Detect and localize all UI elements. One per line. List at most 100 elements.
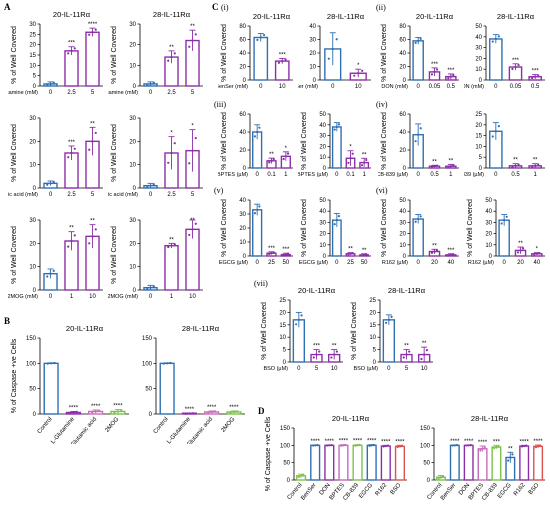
y-tick-label: 15 xyxy=(29,53,36,59)
data-point xyxy=(70,239,73,243)
data-point xyxy=(363,253,366,256)
y-tick-label: 10 xyxy=(309,65,316,71)
x-tick-label: 0.1 xyxy=(346,172,355,178)
data-point xyxy=(535,252,538,255)
data-point xyxy=(363,161,366,164)
data-point xyxy=(370,444,373,447)
x-tick-label: 0 xyxy=(255,172,259,178)
significance-label: ** xyxy=(348,247,353,253)
x-axis-label: EGCG (µM) xyxy=(299,260,328,266)
data-point xyxy=(331,47,334,51)
chart-title: 20-IL-11Rα xyxy=(416,12,454,21)
y-tick-label: 20 xyxy=(399,232,406,238)
data-point xyxy=(53,361,56,365)
y-tick-label: 30 xyxy=(309,38,316,44)
data-point xyxy=(170,55,173,59)
x-tick-label: CB-839 xyxy=(342,482,360,502)
significance-label: *** xyxy=(279,52,287,58)
y-tick-label: 0 xyxy=(489,254,493,260)
data-point xyxy=(414,140,417,143)
x-axis-label: DON (mM) xyxy=(464,84,484,90)
x-axis-label: BPTES (µM) xyxy=(218,172,248,178)
data-point xyxy=(73,234,76,237)
data-point xyxy=(311,444,315,447)
data-point xyxy=(94,410,97,413)
data-point xyxy=(294,323,298,326)
data-point xyxy=(270,159,273,162)
x-axis-label: BenSer (mM) xyxy=(218,84,248,90)
data-point xyxy=(511,166,514,169)
data-point xyxy=(49,272,52,275)
data-point xyxy=(70,49,73,52)
significance-label: ** xyxy=(448,158,453,164)
y-tick-label: 15 xyxy=(369,323,376,329)
data-point xyxy=(354,444,357,447)
x-tick-label: 0.1 xyxy=(267,172,276,178)
significance-label: ** xyxy=(508,446,513,452)
y-tick-label: 30 xyxy=(29,218,36,224)
chart-title: 28-IL-11Rα xyxy=(182,324,220,333)
y-tick-label: 60 xyxy=(239,38,246,44)
data-point xyxy=(507,459,510,462)
data-point xyxy=(465,444,468,447)
data-point xyxy=(479,449,482,452)
y-tick-label: 0 xyxy=(243,166,247,172)
panel-letter-d: D xyxy=(258,406,265,416)
sub-letter-v: (v) xyxy=(214,186,224,195)
y-axis-label: % of Well Covered xyxy=(11,26,18,84)
x-tick-label: 10 xyxy=(421,366,428,372)
data-point xyxy=(387,318,390,321)
data-point xyxy=(314,444,317,447)
data-point xyxy=(335,125,338,129)
x-tick-label: BSO xyxy=(528,482,541,496)
data-point xyxy=(516,251,520,254)
x-axis-label: R162 (µM) xyxy=(382,260,408,266)
y-tick-label: 150 xyxy=(280,426,291,432)
x-axis-label: R162 (µM) xyxy=(468,260,494,266)
x-tick-label: 0 xyxy=(494,84,498,90)
significance-label: ** xyxy=(404,344,409,350)
y-tick-label: 20 xyxy=(319,232,326,238)
data-point xyxy=(423,353,426,356)
x-tick-label: 0.5 xyxy=(447,84,456,90)
data-point xyxy=(333,353,336,356)
chart-a4: % of Well Covered 0 10 20 30 0 * 2.5 * 5 L-Glutami… xyxy=(108,116,203,198)
significance-label: **** xyxy=(185,407,195,413)
data-point xyxy=(169,361,172,365)
bar xyxy=(394,445,406,481)
y-tick-label: 0 xyxy=(133,84,137,90)
y-axis-label: % of Well Covered xyxy=(301,199,308,257)
data-point xyxy=(50,362,53,365)
data-point xyxy=(335,38,338,41)
x-tick-label: 0 xyxy=(335,172,339,178)
y-tick-label: 0 xyxy=(149,412,153,418)
bar xyxy=(331,126,342,169)
data-point xyxy=(167,161,170,164)
data-point xyxy=(49,182,52,185)
data-point xyxy=(272,251,275,254)
data-point xyxy=(497,35,500,38)
data-point xyxy=(349,157,352,160)
y-axis-label: % of Well Covered xyxy=(11,124,18,182)
data-point xyxy=(335,350,339,353)
data-point xyxy=(491,40,494,43)
x-tick-label: 10 xyxy=(355,84,362,90)
y-tick-label: 20 xyxy=(399,65,406,71)
data-point xyxy=(46,275,49,278)
significance-label: *** xyxy=(532,69,540,75)
data-point xyxy=(312,356,315,359)
data-point xyxy=(358,443,361,447)
y-tick-label: 0 xyxy=(133,186,137,192)
y-tick-label: 10 xyxy=(29,163,36,169)
y-axis-label: % of Well Covered xyxy=(111,124,118,182)
x-tick-label: BSO xyxy=(390,482,403,496)
y-tick-label: 0 xyxy=(33,84,37,90)
data-point xyxy=(455,444,459,447)
chart-a3: % of Well Covered 0 10 20 30 0 *** 2.5 ** 5 L-Glut… xyxy=(8,116,103,198)
data-point xyxy=(520,445,524,448)
data-point xyxy=(435,68,439,71)
x-tick-label: BenSer xyxy=(300,482,317,501)
y-tick-label: 0 xyxy=(33,288,37,294)
y-tick-label: 5 xyxy=(373,348,377,354)
x-tick-label: 2MOG xyxy=(220,416,236,434)
